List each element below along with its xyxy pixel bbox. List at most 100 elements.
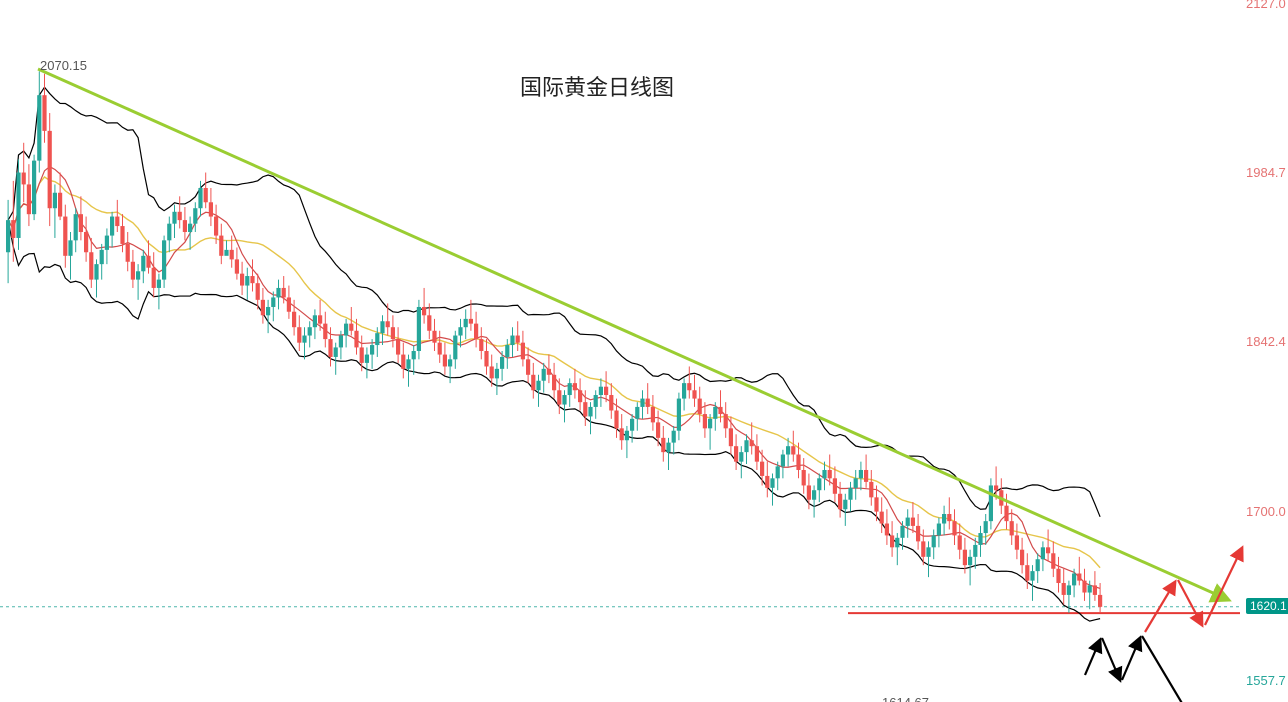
candle [412, 351, 416, 359]
candle [292, 312, 296, 327]
candle [68, 240, 72, 255]
candle [661, 438, 665, 452]
candle [1020, 550, 1024, 565]
chart-svg[interactable] [0, 0, 1288, 702]
candle [614, 410, 618, 428]
candle [796, 455, 800, 470]
candle [131, 262, 135, 280]
candle [828, 470, 832, 478]
y-axis-label: 1842.4 [1246, 334, 1286, 349]
candle [198, 188, 202, 208]
candle [396, 339, 400, 354]
price-annotation: 2070.15 [40, 58, 87, 73]
candle [224, 250, 228, 256]
candle [365, 355, 369, 363]
candle [510, 336, 514, 346]
candle [209, 202, 213, 216]
candle [344, 324, 348, 336]
candle [188, 224, 192, 232]
candle [406, 359, 410, 369]
candle [729, 428, 733, 446]
candle [146, 256, 150, 268]
candle [22, 173, 26, 185]
candle [942, 514, 946, 524]
candle [630, 419, 634, 431]
candle [115, 217, 119, 227]
candle [32, 161, 36, 215]
candle [453, 336, 457, 360]
candle [1036, 559, 1040, 571]
candle [79, 214, 83, 232]
candle [542, 369, 546, 381]
candle [48, 131, 52, 208]
candle [526, 359, 530, 374]
candle [937, 524, 941, 536]
candle [240, 274, 244, 286]
candle [874, 497, 878, 511]
candle [583, 402, 587, 416]
candle [422, 307, 426, 315]
candle [1056, 569, 1060, 583]
candle [6, 220, 10, 252]
candle [921, 541, 925, 556]
candle [167, 224, 171, 241]
candle [588, 407, 592, 417]
candle [120, 226, 124, 244]
candle [672, 431, 676, 443]
candle [812, 490, 816, 500]
candle [734, 446, 738, 461]
y-axis-label: 1984.7 [1246, 165, 1286, 180]
candle [890, 535, 894, 547]
candle [557, 390, 561, 404]
candle [578, 390, 582, 402]
candle [219, 236, 223, 256]
candle [1015, 535, 1019, 549]
candle [755, 446, 759, 461]
candle [692, 390, 696, 398]
candle [58, 193, 62, 217]
candle [1025, 565, 1029, 580]
candle [271, 297, 275, 307]
candle [126, 244, 130, 262]
candle [287, 297, 291, 311]
candle [261, 300, 265, 315]
candle [926, 547, 930, 557]
candle [599, 387, 603, 395]
candle [640, 399, 644, 407]
candle [443, 355, 447, 367]
candle [859, 470, 863, 478]
candle [448, 359, 452, 366]
candle [53, 193, 57, 208]
candle [900, 526, 904, 538]
candle [349, 324, 353, 331]
candle [952, 521, 956, 535]
candle [84, 232, 88, 252]
candle [776, 466, 780, 478]
candle [1010, 521, 1014, 535]
bollinger-upper [8, 87, 1100, 517]
candle [505, 345, 509, 357]
candle [573, 383, 577, 390]
candle [781, 455, 785, 467]
candle [214, 217, 218, 236]
candle [536, 381, 540, 391]
candle [1051, 553, 1055, 568]
candle [750, 440, 754, 446]
candle [1072, 573, 1076, 585]
candle [183, 220, 187, 232]
candle [464, 319, 468, 327]
candle [635, 407, 639, 419]
candle [718, 407, 722, 414]
candle [531, 375, 535, 390]
candle [1041, 547, 1045, 559]
candle [932, 535, 936, 547]
candle [375, 333, 379, 345]
candle [786, 446, 790, 454]
candle [354, 331, 358, 348]
candle [1062, 583, 1066, 595]
candle [609, 395, 613, 410]
y-axis-label: 1700.0 [1246, 504, 1286, 519]
candle [308, 327, 312, 335]
forecast-arrow [1102, 638, 1120, 680]
candle [302, 336, 306, 343]
